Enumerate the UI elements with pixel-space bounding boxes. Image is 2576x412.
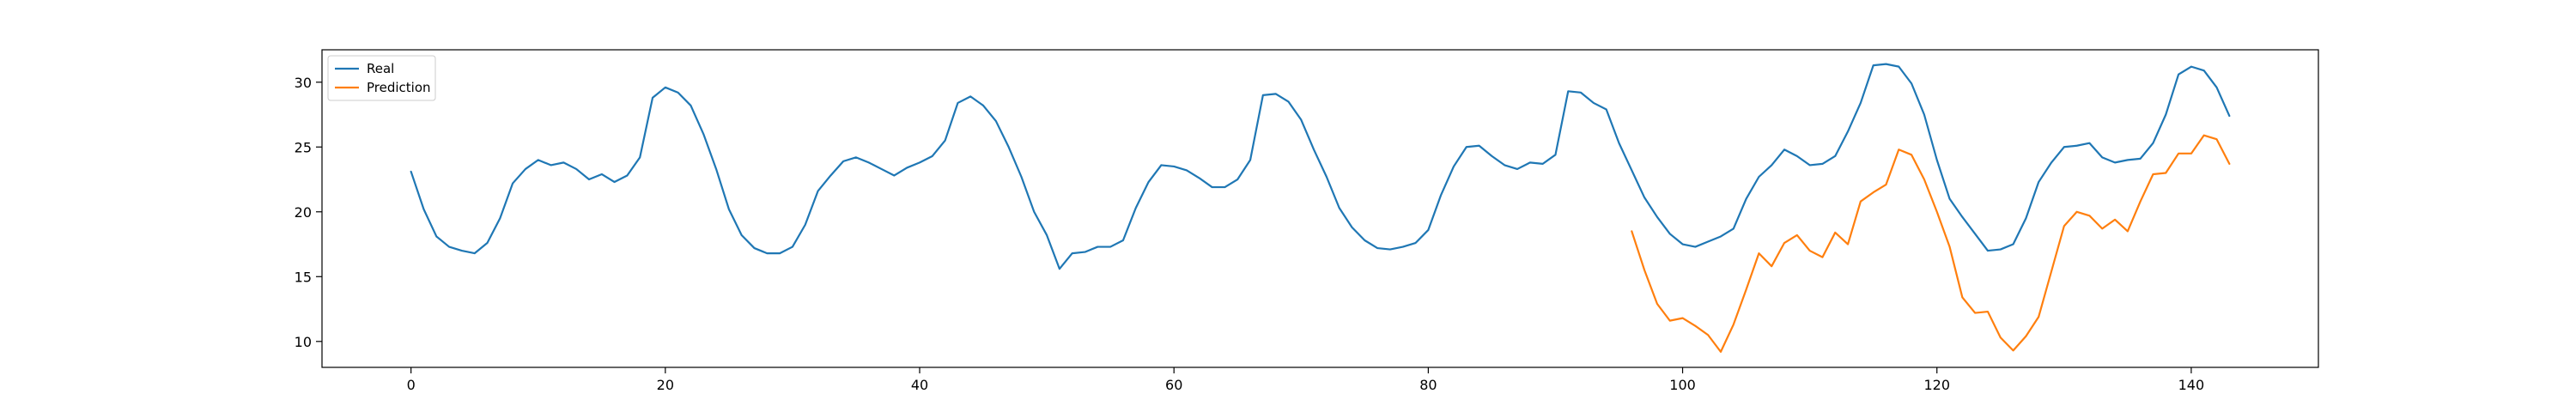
legend: Real Prediction (327, 55, 436, 101)
x-tick-label: 20 (657, 377, 674, 393)
x-tick-label: 120 (1923, 377, 1950, 393)
series-line-prediction (1631, 134, 2231, 353)
x-tick-label: 100 (1669, 377, 1696, 393)
series-line-real (410, 63, 2231, 270)
plot-area (410, 63, 2231, 353)
x-tick-label: 40 (911, 377, 928, 393)
axes: 0 20 40 60 80 100 120 140 10 15 20 25 30 (295, 49, 2319, 393)
y-tick-label: 20 (295, 204, 312, 221)
x-tick-label: 0 (407, 377, 416, 393)
legend-box (327, 55, 436, 101)
x-tick-label: 60 (1165, 377, 1182, 393)
y-tick-label: 10 (295, 334, 312, 350)
y-tick-label: 30 (295, 75, 312, 91)
legend-label-real: Real (367, 61, 394, 76)
y-tick-label: 25 (295, 139, 312, 155)
axes-frame (321, 49, 2319, 368)
y-tick-label: 15 (295, 269, 312, 285)
x-tick-label: 80 (1419, 377, 1437, 393)
legend-label-prediction: Prediction (367, 80, 431, 95)
x-tick-label: 140 (2178, 377, 2205, 393)
